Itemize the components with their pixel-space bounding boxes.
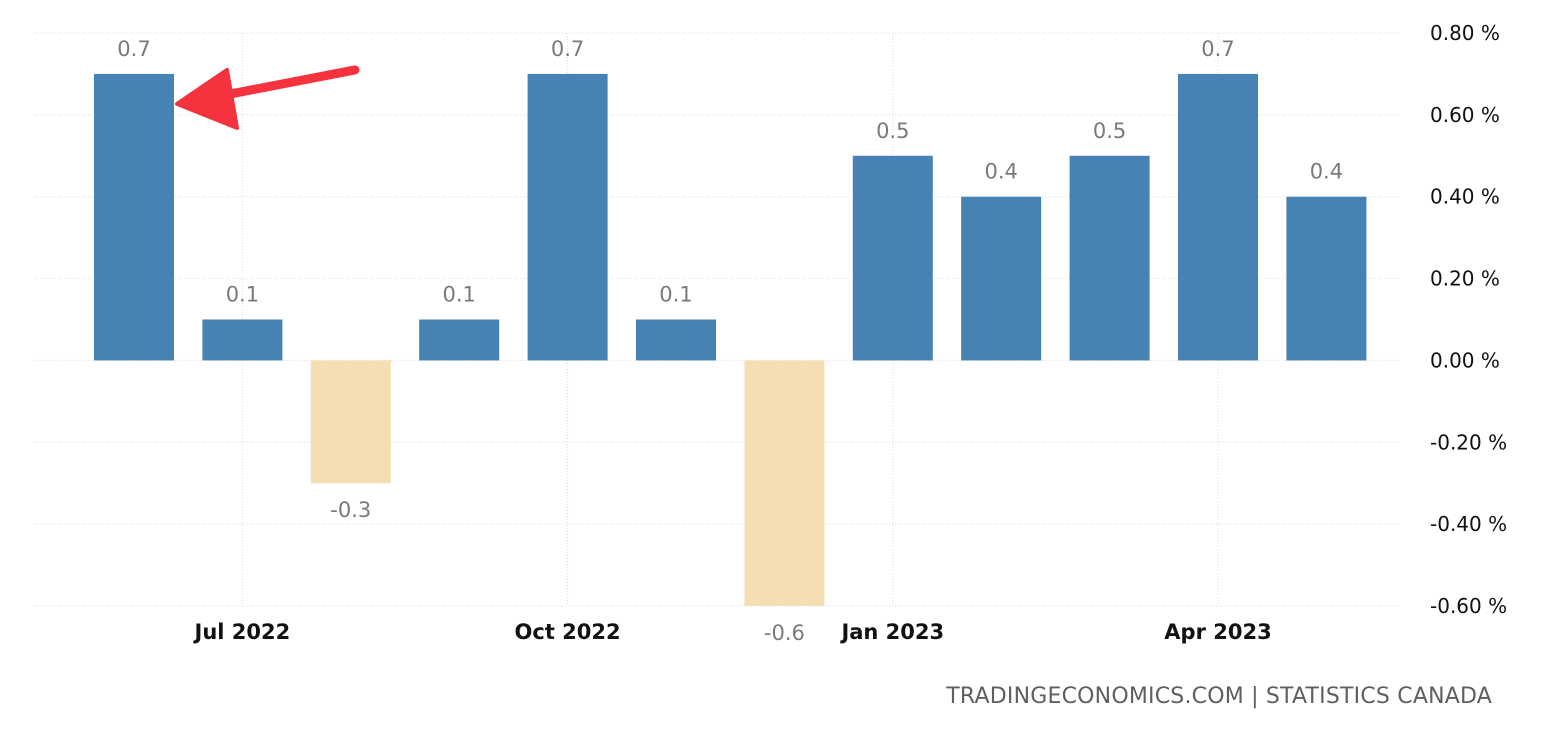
- bar: [419, 319, 500, 361]
- bar: [310, 360, 391, 484]
- data-label: 0.1: [226, 283, 259, 307]
- x-tick-label: Jul 2022: [193, 620, 291, 644]
- y-tick-label: 0.60 %: [1430, 103, 1500, 127]
- bar: [527, 73, 608, 361]
- x-tick-label: Jan 2023: [839, 620, 944, 644]
- bar: [852, 155, 933, 361]
- bar: [94, 73, 174, 361]
- data-label: 0.5: [1093, 119, 1126, 143]
- bars: [94, 73, 1367, 606]
- data-label: 0.7: [551, 37, 584, 61]
- data-label: -0.6: [764, 621, 805, 645]
- data-label: 0.7: [1201, 37, 1234, 61]
- data-label: -0.3: [330, 498, 371, 522]
- data-label: 0.4: [1310, 160, 1343, 184]
- grid: [34, 32, 1400, 607]
- source-credit: TRADINGECONOMICS.COM | STATISTICS CANADA: [946, 684, 1492, 709]
- y-tick-label: 0.20 %: [1430, 267, 1500, 291]
- y-tick-label: -0.20 %: [1430, 430, 1507, 454]
- bar: [1069, 155, 1150, 361]
- x-tick-label: Oct 2022: [515, 620, 621, 644]
- data-label: 0.7: [117, 37, 150, 61]
- annotations: [175, 65, 360, 130]
- data-label: 0.1: [659, 283, 692, 307]
- data-labels: 0.7 0.1 -0.3 0.1 0.7 0.1 -0.6 0.5 0.4 0.5 0.7 0.4: [117, 37, 1343, 645]
- bar: [744, 360, 825, 606]
- y-tick-label: 0.40 %: [1430, 185, 1500, 209]
- y-tick-label: 0.00 %: [1430, 348, 1500, 372]
- data-label: 0.5: [876, 119, 909, 143]
- data-label: 0.1: [442, 283, 475, 307]
- data-label: 0.4: [984, 160, 1017, 184]
- bar: [961, 196, 1042, 361]
- annotation-arrow-icon: [175, 65, 360, 130]
- y-tick-label: -0.40 %: [1430, 512, 1507, 536]
- bar: [636, 319, 716, 361]
- y-tick-label: -0.60 %: [1430, 594, 1507, 618]
- x-axis: Jul 2022 Oct 2022 Jan 2023 Apr 2023: [193, 620, 1272, 644]
- bar: [1286, 196, 1367, 361]
- bar-chart: 0.7 0.1 -0.3 0.1 0.7 0.1 -0.6 0.5 0.4 0.5 0.7 0.4 0…: [34, 21, 1507, 645]
- bar: [1178, 73, 1258, 361]
- bar: [202, 319, 283, 361]
- y-tick-label: 0.80 %: [1430, 21, 1500, 45]
- y-axis: 0.80 % 0.60 % 0.40 % 0.20 % 0.00 % -0.20 % -0.…: [1430, 21, 1507, 618]
- x-tick-label: Apr 2023: [1164, 620, 1271, 644]
